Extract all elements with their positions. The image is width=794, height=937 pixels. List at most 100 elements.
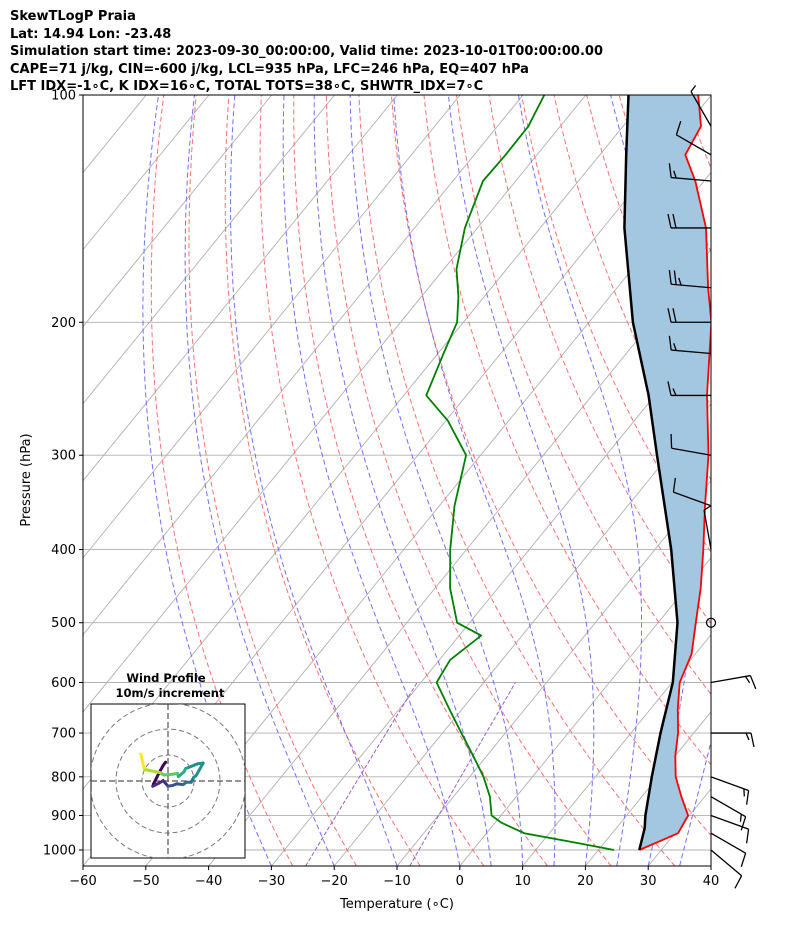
- isotherm-line: [396, 480, 711, 866]
- barb-staff: [710, 674, 751, 684]
- y-axis-label: Pressure (hPa): [19, 433, 34, 526]
- moist-adiabat: [313, 95, 492, 866]
- barb-staff: [676, 134, 712, 156]
- y-tick-label: 100: [51, 89, 76, 104]
- barb-flag: [672, 308, 677, 323]
- barb-flag: [745, 790, 750, 805]
- barb-flag: [740, 816, 747, 831]
- wind-barb: [668, 269, 712, 289]
- x-tick-label: −30: [258, 874, 285, 889]
- wind-barb: [668, 163, 712, 182]
- wind-barb: [672, 477, 712, 507]
- x-tick-label: 30: [640, 874, 657, 889]
- barb-flag: [673, 270, 677, 285]
- barb-flag: [667, 308, 672, 323]
- barb-staff: [671, 283, 712, 289]
- chart-header: SkewTLogP Praia Lat: 14.94 Lon: -23.48 S…: [10, 8, 603, 96]
- y-axis-ticks: 100 200 300 400 500 600 700 800 900 1000: [43, 89, 83, 859]
- parcel-line: [623, 95, 679, 851]
- x-tick-label: −40: [195, 874, 222, 889]
- y-tick-label: 300: [51, 449, 76, 464]
- moist-adiabat: [282, 95, 461, 866]
- isotherm-line: [522, 634, 711, 866]
- location-line: Lat: 14.94 Lon: -23.48: [10, 26, 172, 42]
- wind-barb: [710, 674, 757, 690]
- x-tick-label: −50: [132, 874, 159, 889]
- x-tick-label: 0: [456, 874, 464, 889]
- y-tick-label: 800: [51, 770, 76, 785]
- wind-barb: [667, 381, 711, 397]
- isotherm-line: [774, 95, 794, 866]
- barb-flag: [672, 213, 677, 229]
- barb-flag: [670, 433, 673, 449]
- dry-adiabat: [717, 95, 794, 866]
- hodo-segment: [139, 752, 144, 759]
- wind-barb: [710, 776, 750, 805]
- moist-adiabat: [142, 95, 272, 866]
- isotherm-line: [83, 95, 524, 636]
- barb-staff: [673, 491, 712, 507]
- hodo-segment: [184, 762, 200, 771]
- wind-barb: [690, 85, 712, 127]
- barb-flag: [745, 732, 750, 741]
- chart-title: SkewTLogP Praia: [10, 9, 136, 24]
- moist-adiabat: [229, 95, 398, 866]
- dry-adiabat: [782, 95, 794, 866]
- isotherm-line: [459, 557, 711, 866]
- barb-flag: [673, 170, 677, 179]
- wind-barb: [667, 213, 711, 229]
- barb-flag: [673, 343, 677, 351]
- wind-barb: [675, 120, 712, 156]
- dry-adiabat: [423, 95, 711, 766]
- cape-cin-shading: [624, 95, 711, 850]
- dry-adiabat: [224, 95, 421, 866]
- isotherm-line: [83, 95, 335, 405]
- wind-barb: [667, 308, 711, 323]
- x-tick-label: 40: [703, 874, 720, 889]
- y-tick-label: 200: [51, 316, 76, 331]
- y-tick-label: 400: [51, 543, 76, 558]
- moist-adiabat: [184, 95, 335, 866]
- barb-flag: [668, 335, 672, 351]
- cape-line: CAPE=71 j/kg, CIN=-600 j/kg, LCL=935 hPa…: [10, 61, 529, 77]
- isotherm-line: [710, 865, 711, 866]
- barb-staff: [710, 832, 746, 854]
- dry-adiabat: [188, 95, 357, 866]
- barb-flag: [667, 213, 672, 229]
- wind-barb: [710, 814, 750, 844]
- barb-flag: [668, 163, 672, 178]
- dry-adiabat: [150, 95, 294, 866]
- isotherm-line: [83, 95, 84, 97]
- mixing-ratio-line: [305, 682, 418, 866]
- barb-flag: [668, 269, 672, 285]
- wind-barb: [670, 433, 712, 456]
- barb-flag: [678, 277, 682, 286]
- isotherm-line: [83, 95, 210, 251]
- barb-staff: [710, 776, 749, 792]
- y-tick-label: 900: [51, 809, 76, 824]
- barb-flag: [672, 477, 677, 493]
- barb-flag: [739, 814, 742, 822]
- wind-barbs: [667, 85, 757, 889]
- time-line: Simulation start time: 2023-09-30_00:00:…: [10, 44, 603, 59]
- barb-flag: [749, 675, 757, 690]
- x-tick-label: −20: [320, 874, 347, 889]
- dry-adiabat: [521, 95, 711, 553]
- indices-line: LFT IDX=-1∘C, K IDX=16∘C, TOTAL TOTS=38∘…: [10, 79, 484, 94]
- wind-barb: [710, 832, 747, 868]
- y-tick-label: 600: [51, 676, 76, 691]
- barb-staff: [690, 91, 712, 127]
- isotherm-line: [333, 402, 711, 866]
- calm-circle: [705, 617, 717, 628]
- isotherm-line: [585, 711, 711, 866]
- y-tick-label: 700: [51, 727, 76, 742]
- barb-staff: [703, 510, 712, 550]
- barb-flag: [745, 829, 750, 844]
- wind-barb: [703, 505, 712, 550]
- wind-barb: [705, 617, 717, 628]
- barb-flag: [740, 852, 747, 868]
- barb-staff: [710, 849, 743, 877]
- isotherm-line: [271, 325, 711, 866]
- isotherm-line: [83, 95, 273, 328]
- dry-adiabat: [488, 95, 711, 625]
